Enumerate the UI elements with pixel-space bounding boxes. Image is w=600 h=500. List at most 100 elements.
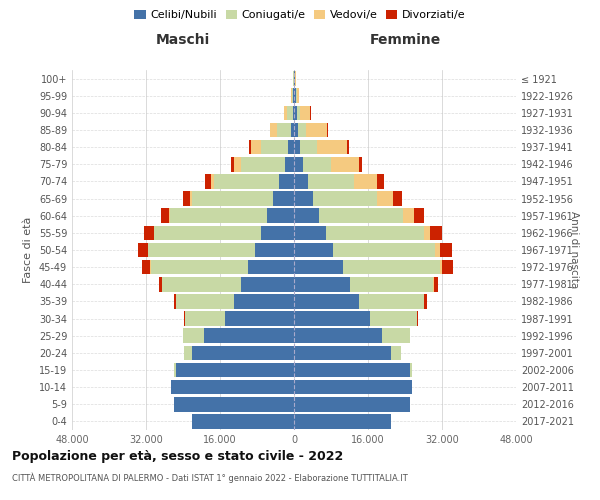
Bar [417,312,418,326]
Bar [289,140,294,154]
Bar [183,328,204,343]
Bar [293,106,294,120]
Bar [143,226,154,240]
Bar [234,157,241,172]
Bar [173,294,176,308]
Bar [442,260,452,274]
Bar [271,122,277,138]
Bar [294,312,370,326]
Bar [192,414,294,428]
Bar [294,328,382,343]
Bar [248,260,294,274]
Bar [440,260,442,274]
Bar [148,242,254,258]
Bar [295,72,296,86]
Bar [440,242,452,258]
Bar [214,174,279,188]
Bar [151,260,248,274]
Bar [176,294,234,308]
Bar [241,157,285,172]
Bar [294,88,296,103]
Bar [313,192,377,206]
Bar [298,122,307,138]
Bar [169,208,170,223]
Y-axis label: Fasce di età: Fasce di età [23,217,33,283]
Bar [377,192,394,206]
Bar [190,192,192,206]
Bar [430,226,442,240]
Bar [294,72,295,86]
Bar [192,192,273,206]
Bar [267,208,294,223]
Bar [354,174,377,188]
Bar [294,397,410,411]
Bar [174,397,294,411]
Bar [204,328,294,343]
Bar [294,140,301,154]
Bar [294,346,391,360]
Bar [284,106,287,120]
Bar [370,312,416,326]
Legend: Celibi/Nubili, Coniugati/e, Vedovi/e, Divorziati/e: Celibi/Nubili, Coniugati/e, Vedovi/e, Di… [130,6,470,25]
Bar [326,226,424,240]
Bar [294,226,326,240]
Bar [192,346,294,360]
Bar [294,174,308,188]
Bar [224,312,294,326]
Bar [273,192,294,206]
Bar [294,294,359,308]
Bar [294,362,410,378]
Bar [170,208,267,223]
Bar [277,122,291,138]
Bar [184,192,190,206]
Bar [287,106,293,120]
Bar [251,140,261,154]
Bar [359,294,424,308]
Bar [285,157,294,172]
Bar [307,122,328,138]
Bar [161,208,169,223]
Bar [308,174,354,188]
Bar [294,414,391,428]
Bar [293,88,294,103]
Bar [347,140,349,154]
Bar [301,140,317,154]
Bar [294,208,319,223]
Bar [297,106,300,120]
Bar [241,277,294,291]
Bar [434,277,438,291]
Bar [294,242,334,258]
Bar [185,312,224,326]
Bar [261,226,294,240]
Bar [424,294,427,308]
Bar [300,106,310,120]
Bar [291,88,292,103]
Bar [403,208,414,223]
Bar [184,312,185,326]
Bar [359,157,362,172]
Bar [270,122,271,138]
Bar [154,226,261,240]
Text: Maschi: Maschi [156,34,210,48]
Bar [350,277,433,291]
Text: Popolazione per età, sesso e stato civile - 2022: Popolazione per età, sesso e stato civil… [12,450,343,463]
Bar [211,174,214,188]
Bar [334,242,435,258]
Bar [391,346,401,360]
Bar [435,242,440,258]
Bar [294,106,297,120]
Bar [205,174,211,188]
Bar [172,380,294,394]
Bar [294,380,412,394]
Bar [292,88,293,103]
Bar [382,328,410,343]
Bar [294,260,343,274]
Bar [176,362,294,378]
Bar [142,260,151,274]
Bar [424,226,430,240]
Bar [234,294,294,308]
Bar [410,362,412,378]
Y-axis label: Anni di nascita: Anni di nascita [569,212,580,288]
Text: Femmine: Femmine [370,34,440,48]
Bar [319,208,403,223]
